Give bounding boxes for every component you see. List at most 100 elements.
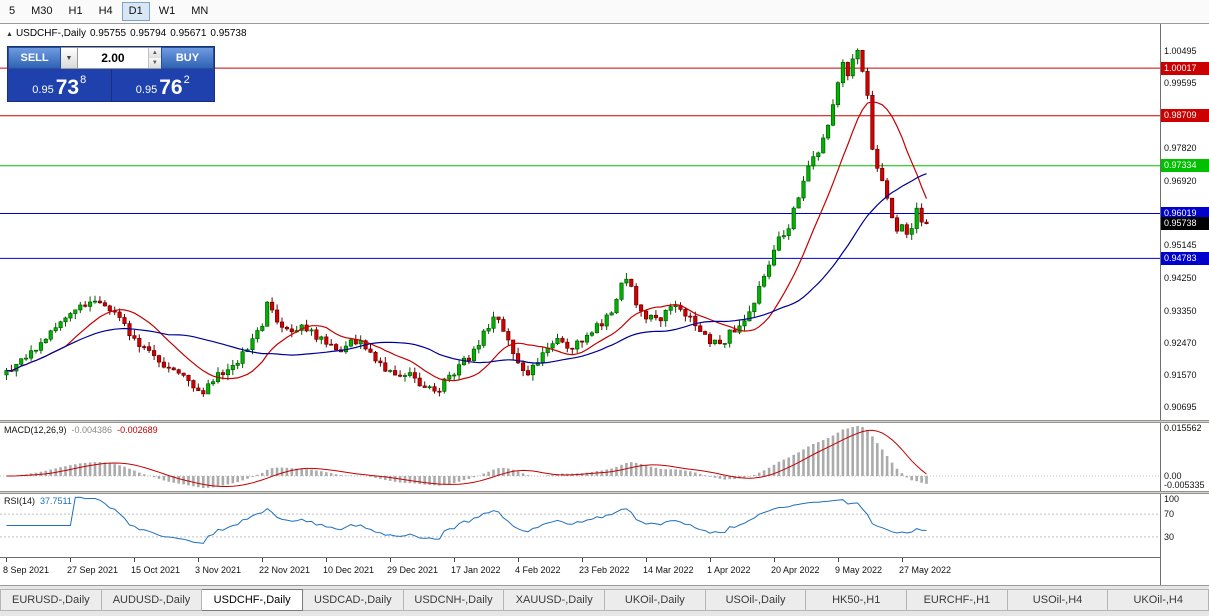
chart-tab-audusd-daily[interactable]: AUDUSD-,Daily bbox=[101, 589, 203, 611]
price-panel[interactable]: ▲ USDCHF-,Daily 0.95755 0.95794 0.95671 0.957… bbox=[0, 24, 1160, 420]
time-axis-label: 23 Feb 2022 bbox=[579, 565, 630, 575]
chart-tab-usdcnh-daily[interactable]: USDCNH-,Daily bbox=[403, 589, 505, 611]
time-axis-tick bbox=[134, 558, 135, 562]
macd-panel[interactable]: MACD(12,26,9) -0.004386 -0.002689 bbox=[0, 423, 1160, 491]
level-price-label: 0.96019 bbox=[1161, 207, 1209, 220]
time-axis-tick bbox=[582, 558, 583, 562]
macd-histogram bbox=[14, 426, 928, 488]
chart-tab-usoil-h4[interactable]: USOil-,H4 bbox=[1007, 589, 1109, 611]
time-axis-tick bbox=[326, 558, 327, 562]
macd-scale-label: 0.015562 bbox=[1164, 423, 1202, 433]
timeframe-toolbar: 5 M30 H1 H4 D1 W1 MN bbox=[0, 0, 1209, 24]
lot-dropdown-button[interactable]: ▼ bbox=[61, 47, 78, 69]
ask-frac: 2 bbox=[183, 74, 190, 86]
sell-button[interactable]: SELL bbox=[8, 47, 62, 69]
time-axis-tick bbox=[70, 558, 71, 562]
macd-signal-line bbox=[6, 429, 927, 487]
macd-main-value: -0.004386 bbox=[71, 425, 113, 435]
rsi-name: RSI(14) bbox=[4, 496, 36, 506]
lot-increase-button[interactable]: ▲ bbox=[148, 48, 161, 58]
time-axis-label: 9 May 2022 bbox=[835, 565, 883, 575]
ohlc-open: 0.95755 bbox=[89, 28, 127, 39]
price-scale-label: 0.92470 bbox=[1164, 337, 1197, 348]
rsi-indicator-label: RSI(14) 37.7511 bbox=[4, 496, 72, 506]
time-axis-label: 20 Apr 2022 bbox=[771, 565, 820, 575]
ask-price-box[interactable]: 0.95 76 2 bbox=[111, 69, 214, 101]
rsi-scale-label: 70 bbox=[1164, 509, 1175, 519]
price-scale-label: 0.96920 bbox=[1164, 175, 1197, 186]
timeframe-button-5[interactable]: 5 bbox=[9, 5, 16, 17]
price-scale[interactable]: 1.00495 0.99595 0.97820 0.96920 0.95145 0.942… bbox=[1160, 24, 1209, 420]
rsi-chart-canvas[interactable] bbox=[0, 494, 1160, 557]
chart-title: ▲ USDCHF-,Daily 0.95755 0.95794 0.95671 0.957… bbox=[6, 28, 251, 39]
time-axis-tick bbox=[838, 558, 839, 562]
macd-scale-label: -0.005335 bbox=[1164, 480, 1205, 490]
rsi-scale[interactable]: 100 70 30 bbox=[1160, 494, 1209, 557]
price-scale-label: 0.93350 bbox=[1164, 305, 1197, 316]
rsi-scale-label: 100 bbox=[1164, 494, 1180, 504]
macd-scale[interactable]: 0.015562 0.00 -0.005335 bbox=[1160, 423, 1209, 491]
timeframe-button-d1[interactable]: D1 bbox=[121, 2, 150, 21]
macd-chart-canvas[interactable] bbox=[0, 423, 1160, 491]
time-axis-label: 14 Mar 2022 bbox=[643, 565, 694, 575]
buy-button[interactable]: BUY bbox=[160, 47, 215, 69]
scale-corner bbox=[1160, 557, 1209, 585]
chart-tab-xauusd-daily[interactable]: XAUUSD-,Daily bbox=[504, 589, 606, 611]
lot-decrease-button[interactable]: ▼ bbox=[148, 58, 161, 68]
time-axis-tick bbox=[518, 558, 519, 562]
time-axis-tick bbox=[262, 558, 263, 562]
time-axis-label: 10 Dec 2021 bbox=[323, 565, 375, 575]
time-axis-tick bbox=[454, 558, 455, 562]
macd-signal-value: -0.002689 bbox=[117, 425, 158, 435]
chart-tab-usoil-daily[interactable]: USOil-,Daily bbox=[705, 589, 807, 611]
chart-tabs-bar: EURUSD-,Daily AUDUSD-,Daily USDCHF-,Daily U… bbox=[0, 585, 1209, 616]
price-scale-label: 0.97820 bbox=[1164, 143, 1197, 153]
time-axis-label: 3 Nov 2021 bbox=[195, 565, 242, 575]
rsi-panel[interactable]: RSI(14) 37.7511 bbox=[0, 494, 1160, 557]
time-axis-label: 8 Sep 2021 bbox=[3, 565, 50, 575]
time-axis-label: 15 Oct 2021 bbox=[131, 565, 181, 575]
timeframe-button-mn[interactable]: MN bbox=[191, 5, 209, 17]
price-scale-label: 0.90695 bbox=[1164, 402, 1197, 413]
price-scale-label: 0.99595 bbox=[1164, 78, 1197, 89]
price-scale-label: 0.91570 bbox=[1164, 370, 1197, 381]
chart-tab-usdchf-daily[interactable]: USDCHF-,Daily bbox=[202, 589, 304, 611]
time-axis-label: 22 Nov 2021 bbox=[259, 565, 311, 575]
chart-tab-ukoil-daily[interactable]: UKOil-,Daily bbox=[605, 589, 706, 611]
ask-pips: 76 bbox=[159, 76, 183, 99]
chart-tab-eurusd-daily[interactable]: EURUSD-,Daily bbox=[0, 589, 102, 611]
chart-symbol-label: USDCHF-,Daily bbox=[15, 28, 86, 39]
timeframe-button-m30[interactable]: M30 bbox=[31, 5, 53, 17]
chart-tab-usdcad-daily[interactable]: USDCAD-,Daily bbox=[303, 589, 404, 611]
chart-tab-hk50-h1[interactable]: HK50-,H1 bbox=[806, 589, 908, 611]
one-click-trading-widget: SELL ▼ ▲ ▼ BUY 0.95738 bbox=[7, 46, 215, 102]
candles bbox=[4, 48, 929, 397]
time-axis-label: 4 Feb 2022 bbox=[515, 565, 561, 575]
chart-tab-ukoil-h4[interactable]: UKOil-,H4 bbox=[1108, 589, 1209, 611]
time-axis-label: 17 Jan 2022 bbox=[451, 565, 501, 575]
price-chart-canvas[interactable] bbox=[0, 24, 1160, 420]
panel-separator[interactable] bbox=[0, 491, 1209, 494]
lot-size-input[interactable] bbox=[77, 48, 148, 68]
support-resistance-lines bbox=[0, 67, 1160, 259]
price-scale-label: 1.00495 bbox=[1164, 45, 1197, 56]
time-axis-label: 29 Dec 2021 bbox=[387, 565, 439, 575]
time-axis-tick bbox=[198, 558, 199, 562]
time-axis-label: 27 May 2022 bbox=[899, 565, 952, 575]
level-price-label: 1.00017 bbox=[1161, 62, 1209, 75]
timeframe-button-h1[interactable]: H1 bbox=[68, 5, 83, 17]
macd-name: MACD(12,26,9) bbox=[4, 425, 67, 435]
chart-tab-eurchf-h1[interactable]: EURCHF-,H1 bbox=[907, 589, 1008, 611]
timeframe-button-h4[interactable]: H4 bbox=[98, 5, 113, 17]
time-axis[interactable]: 8 Sep 2021 27 Sep 2021 15 Oct 2021 3 Nov 20… bbox=[0, 557, 1160, 585]
chevron-down-icon: ▼ bbox=[65, 55, 73, 62]
timeframe-button-w1[interactable]: W1 bbox=[158, 5, 176, 17]
time-axis-tick bbox=[6, 558, 7, 562]
level-price-label: 0.94783 bbox=[1161, 252, 1209, 265]
one-click-collapse-icon[interactable]: ▲ bbox=[6, 31, 13, 38]
level-price-label: 0.97334 bbox=[1161, 159, 1209, 172]
panel-separator[interactable] bbox=[0, 420, 1209, 423]
bid-price-box[interactable]: 0.95 73 8 bbox=[8, 69, 111, 101]
rsi-value: 37.7511 bbox=[40, 496, 72, 506]
